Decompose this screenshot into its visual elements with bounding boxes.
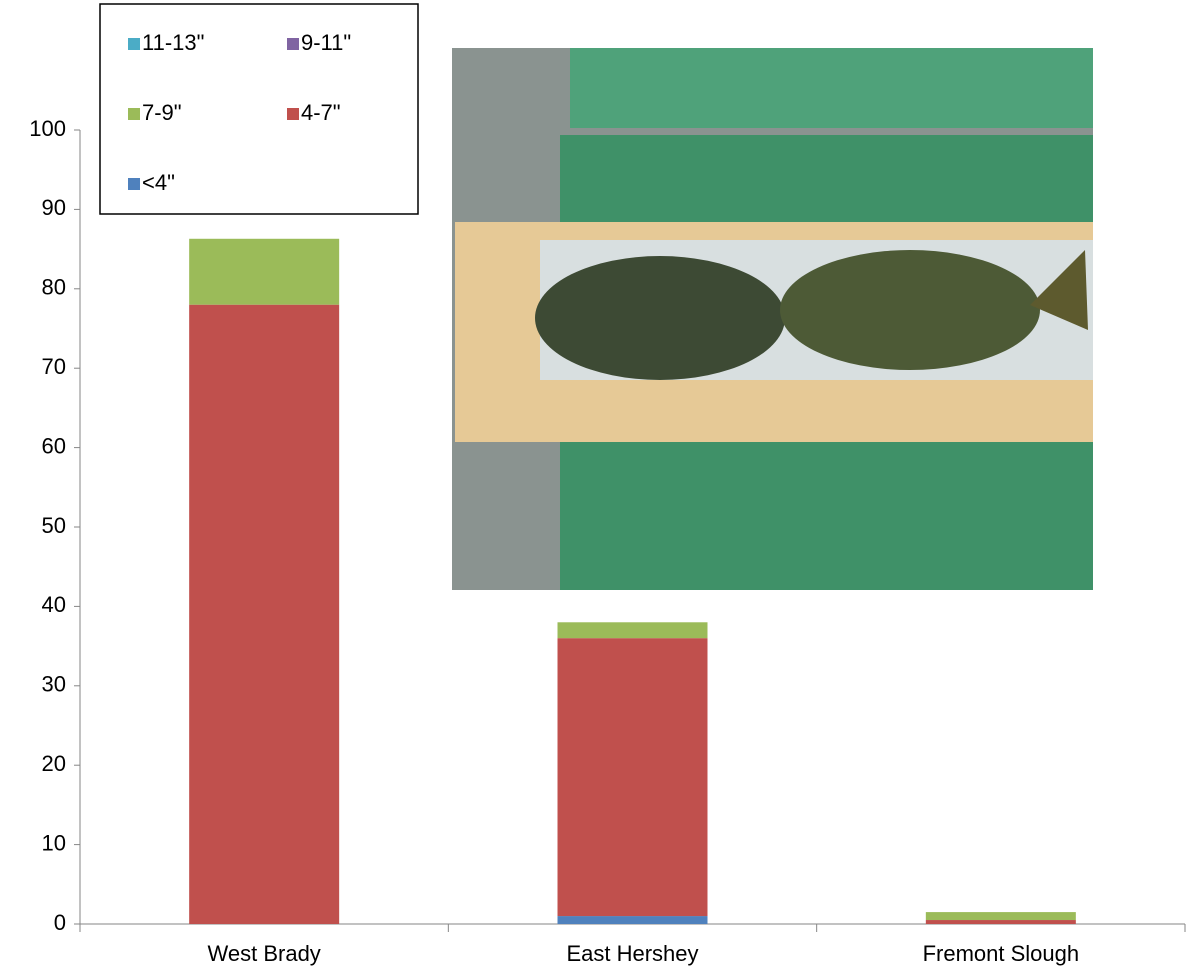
bar-segment (925, 920, 1076, 924)
legend-swatch (128, 178, 140, 190)
y-tick-label: 20 (42, 751, 66, 776)
bar-segment (189, 238, 340, 305)
y-tick-label: 80 (42, 275, 66, 300)
legend-label: 9-11" (301, 30, 351, 55)
y-tick-label: 70 (42, 354, 66, 379)
y-tick-label: 30 (42, 672, 66, 697)
legend-swatch (128, 108, 140, 120)
legend-swatch (287, 108, 299, 120)
legend-label: <4" (142, 170, 175, 195)
y-tick-label: 90 (42, 195, 66, 220)
legend-label: 11-13" (142, 30, 204, 55)
legend-label: 4-7" (301, 100, 341, 125)
y-tick-label: 100 (29, 116, 66, 141)
photo (452, 48, 1093, 590)
y-tick-label: 10 (42, 830, 66, 855)
bar-segment (925, 912, 1076, 921)
legend-label: 7-9" (142, 100, 182, 125)
bar-segment (557, 638, 708, 917)
x-tick-label: West Brady (208, 941, 321, 966)
bar-segment (189, 304, 340, 924)
y-tick-label: 40 (42, 592, 66, 617)
x-tick-label: Fremont Slough (923, 941, 1080, 966)
y-tick-label: 60 (42, 433, 66, 458)
bar-segment (557, 622, 708, 639)
y-tick-label: 50 (42, 513, 66, 538)
legend-swatch (287, 38, 299, 50)
x-tick-label: East Hershey (566, 941, 698, 966)
bar-segment (557, 916, 708, 924)
y-tick-label: 0 (54, 910, 66, 935)
legend-swatch (128, 38, 140, 50)
legend-box (99, 3, 419, 215)
